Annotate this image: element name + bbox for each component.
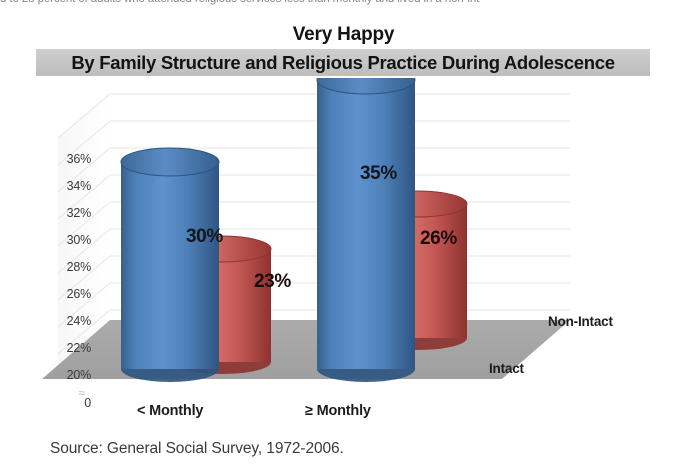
y-tick-32: 32% — [66, 206, 92, 220]
bar-intact-at-least-monthly — [316, 78, 416, 382]
series-label-intact: Intact — [489, 361, 524, 376]
x-category-less-than-monthly: < Monthly — [137, 403, 204, 419]
source-note: Source: General Social Survey, 1972-2006… — [50, 440, 344, 457]
y-tick-34: 34% — [66, 179, 92, 193]
value-label-non-intact-at-least-monthly: 26% — [420, 228, 457, 249]
y-axis-ticks: 36% 34% 32% 30% 28% 26% 24% 22% 20% ≈ 0 — [46, 78, 92, 418]
value-label-intact-less-than-monthly: 30% — [186, 226, 223, 247]
y-tick-28: 28% — [66, 260, 92, 274]
chart-subtitle-banner: By Family Structure and Religious Practi… — [36, 49, 650, 76]
y-tick-20: 20% — [66, 368, 92, 382]
series-label-non-intact: Non-Intact — [548, 314, 613, 329]
y-tick-0: 0 — [84, 396, 91, 410]
y-tick-36: 36% — [66, 152, 92, 166]
value-label-non-intact-less-than-monthly: 23% — [254, 271, 291, 292]
y-tick-22: 22% — [66, 341, 92, 355]
bar-intact-less-than-monthly — [120, 147, 220, 382]
chart-side-wall — [58, 94, 110, 374]
chart-subtitle: By Family Structure and Religious Practi… — [71, 51, 615, 73]
y-tick-24: 24% — [66, 314, 92, 328]
y-tick-26: 26% — [66, 287, 92, 301]
x-category-at-least-monthly: ≥ Monthly — [305, 403, 371, 419]
value-label-intact-at-least-monthly: 35% — [360, 163, 397, 184]
axis-break-icon: ≈ — [78, 386, 85, 400]
chart-title: Very Happy — [292, 24, 395, 45]
clipped-header-text: d to 28 percent of adults who attended r… — [0, 0, 687, 7]
chart-3d-canvas — [42, 78, 570, 382]
chart-side-gridlines — [57, 93, 111, 355]
chart-plot-area — [0, 78, 687, 418]
y-tick-30: 30% — [66, 233, 92, 247]
